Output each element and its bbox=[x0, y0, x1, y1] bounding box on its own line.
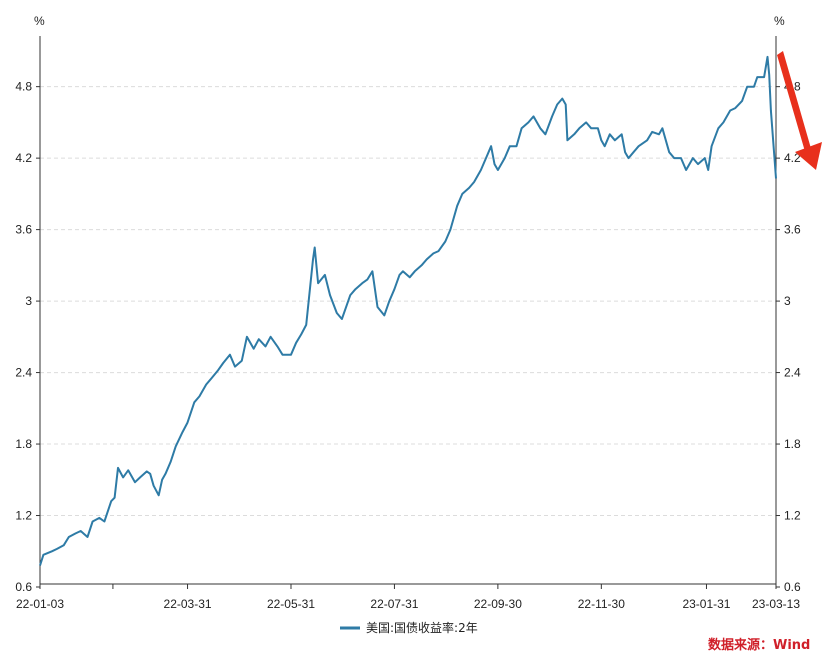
left-tick-label: 4.2 bbox=[15, 151, 32, 165]
arrow-head bbox=[795, 142, 822, 170]
left-tick-label: 1.8 bbox=[15, 437, 32, 451]
left-unit-label: % bbox=[34, 14, 45, 28]
left-y-ticks: 0.6 1.2 1.8 2.4 3 3.6 4.2 4.8 bbox=[15, 80, 40, 594]
legend: 美国:国债收益率:2年 bbox=[340, 620, 478, 635]
x-ticks: 22-01-03 22-03-31 22-05-31 22-07-31 22-09-30… bbox=[16, 584, 800, 611]
x-tick-label: 22-11-30 bbox=[578, 597, 625, 611]
left-tick-label: 0.6 bbox=[15, 580, 32, 594]
gridlines bbox=[40, 86, 776, 517]
left-tick-label: 2.4 bbox=[15, 366, 32, 380]
x-tick-label: 22-07-31 bbox=[370, 597, 418, 611]
right-tick-label: 0.6 bbox=[784, 580, 801, 594]
left-tick-label: 3.6 bbox=[15, 223, 32, 237]
right-tick-label: 2.4 bbox=[784, 366, 801, 380]
x-tick-label: 22-03-31 bbox=[164, 597, 212, 611]
x-tick-label: 23-03-13 bbox=[752, 597, 800, 611]
x-tick-label: 23-01-31 bbox=[682, 597, 730, 611]
x-tick-label: 22-05-31 bbox=[267, 597, 315, 611]
legend-label: 美国:国债收益率:2年 bbox=[366, 620, 478, 635]
data-source-label: 数据来源：Wind bbox=[708, 637, 810, 653]
right-tick-label: 3 bbox=[784, 294, 791, 308]
left-tick-label: 1.2 bbox=[15, 509, 32, 523]
annotation-arrow bbox=[777, 51, 822, 170]
left-tick-label: 4.8 bbox=[15, 80, 32, 94]
right-tick-label: 1.2 bbox=[784, 509, 801, 523]
series-line bbox=[39, 55, 777, 566]
x-tick-label: 22-09-30 bbox=[474, 597, 522, 611]
right-tick-label: 1.8 bbox=[784, 437, 801, 451]
arrow-shaft bbox=[777, 51, 812, 155]
right-tick-label: 3.6 bbox=[784, 223, 801, 237]
left-tick-label: 3 bbox=[25, 294, 32, 308]
series-layer bbox=[39, 55, 777, 566]
right-y-ticks: 0.61.21.82.433.64.24.8 bbox=[776, 80, 801, 594]
right-unit-label: % bbox=[774, 14, 785, 28]
right-tick-label: 4.2 bbox=[784, 151, 801, 165]
x-tick-label: 22-01-03 bbox=[16, 597, 64, 611]
